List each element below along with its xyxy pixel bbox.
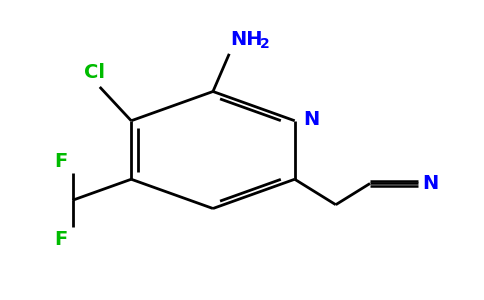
Text: N: N bbox=[422, 174, 439, 193]
Text: Cl: Cl bbox=[84, 64, 106, 83]
Text: NH: NH bbox=[230, 30, 263, 49]
Text: F: F bbox=[54, 230, 67, 249]
Text: F: F bbox=[54, 152, 67, 171]
Text: N: N bbox=[303, 110, 319, 129]
Text: 2: 2 bbox=[260, 38, 270, 51]
